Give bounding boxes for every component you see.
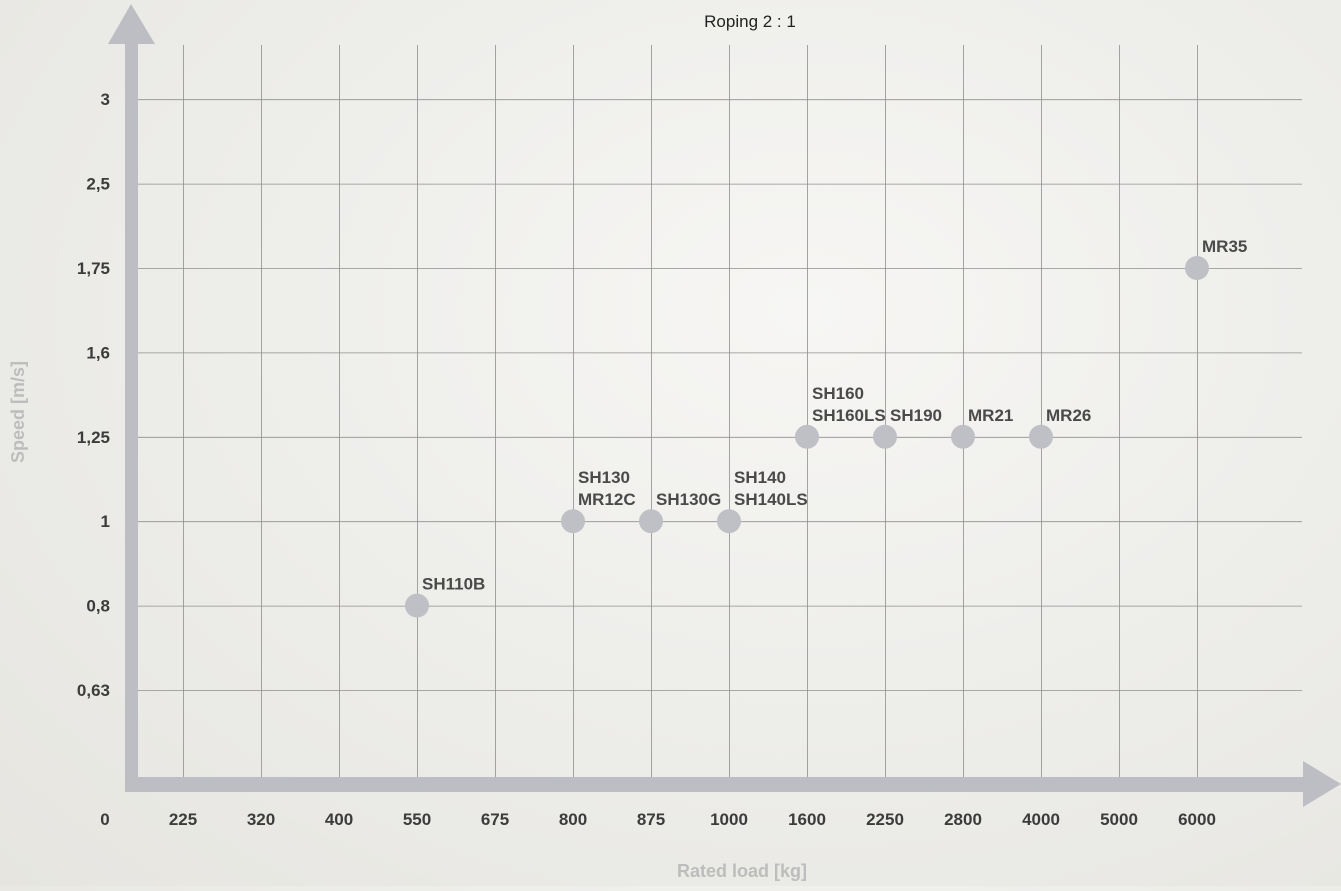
data-points: SH110B SH130 MR12C SH130G SH140 SH140LS SH160 S… bbox=[405, 237, 1247, 618]
y-tick-label: 0,8 bbox=[86, 597, 110, 616]
data-point-label: SH160 bbox=[812, 384, 864, 403]
y-tick-label: 2,5 bbox=[86, 175, 110, 194]
y-axis-title: Speed [m/s] bbox=[8, 361, 28, 463]
data-point bbox=[1029, 424, 1053, 449]
x-tick-label: 550 bbox=[403, 810, 431, 829]
axes bbox=[108, 4, 1341, 807]
data-point-label: SH140LS bbox=[734, 490, 808, 509]
data-point-label: MR12C bbox=[578, 490, 636, 509]
x-tick-label: 675 bbox=[481, 810, 509, 829]
data-point-label: MR21 bbox=[968, 406, 1013, 425]
x-axis-line bbox=[125, 777, 1310, 792]
data-point bbox=[561, 509, 585, 534]
data-point-label: SH140 bbox=[734, 468, 786, 487]
x-tick-label: 875 bbox=[637, 810, 665, 829]
y-tick-label: 3 bbox=[101, 90, 110, 109]
y-tick-label: 1,6 bbox=[86, 343, 110, 362]
x-tick-label: 5000 bbox=[1100, 810, 1138, 829]
y-tick-label: 1,25 bbox=[77, 428, 110, 447]
x-tick-label: 0 bbox=[100, 810, 109, 829]
x-axis-title: Rated load [kg] bbox=[677, 861, 807, 881]
grid bbox=[132, 45, 1302, 785]
data-point-label: SH190 bbox=[890, 406, 942, 425]
x-tick-label: 1000 bbox=[710, 810, 748, 829]
x-tick-label: 4000 bbox=[1022, 810, 1060, 829]
data-point bbox=[795, 424, 819, 449]
data-point bbox=[951, 424, 975, 449]
chart-title: Roping 2 : 1 bbox=[704, 12, 796, 31]
tick-labels: 0 225 320 400 550 675 800 875 1000 1600 2250 2800 40… bbox=[77, 90, 1216, 829]
y-tick-label: 1,75 bbox=[77, 259, 110, 278]
data-point bbox=[873, 424, 897, 449]
x-tick-label: 800 bbox=[559, 810, 587, 829]
x-tick-label: 2250 bbox=[866, 810, 904, 829]
data-point bbox=[1185, 256, 1209, 280]
data-point bbox=[405, 593, 429, 618]
data-point-label: MR35 bbox=[1202, 237, 1247, 256]
data-point-label: SH160LS bbox=[812, 406, 886, 425]
data-point bbox=[639, 509, 663, 534]
x-tick-label: 6000 bbox=[1178, 810, 1216, 829]
data-point-label: SH130 bbox=[578, 468, 630, 487]
y-axis-line bbox=[125, 40, 138, 792]
y-axis-arrow-icon bbox=[108, 4, 155, 44]
data-point bbox=[717, 509, 741, 534]
y-tick-label: 1 bbox=[101, 512, 110, 531]
x-tick-label: 2800 bbox=[944, 810, 982, 829]
y-tick-label: 0,63 bbox=[77, 681, 110, 700]
x-tick-label: 1600 bbox=[788, 810, 826, 829]
x-tick-label: 225 bbox=[169, 810, 197, 829]
data-point-label: SH110B bbox=[422, 575, 485, 594]
data-point-label: SH130G bbox=[656, 490, 721, 509]
x-axis-arrow-icon bbox=[1303, 761, 1341, 807]
data-point-label: MR26 bbox=[1046, 406, 1091, 425]
x-tick-label: 320 bbox=[247, 810, 275, 829]
x-tick-label: 400 bbox=[325, 810, 353, 829]
